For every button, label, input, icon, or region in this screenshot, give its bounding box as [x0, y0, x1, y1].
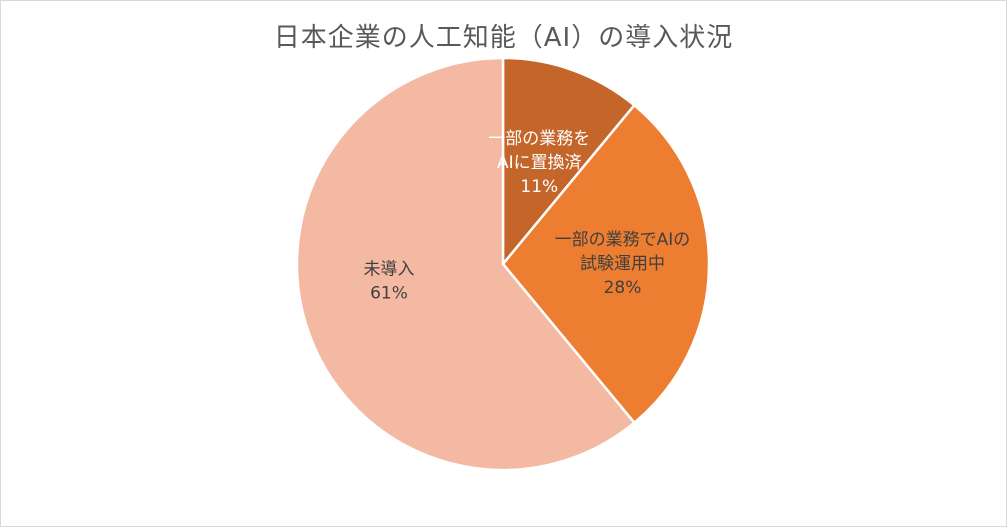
slice-value-label: 11% [520, 177, 558, 197]
slice-category-label: 一部の業務を [488, 129, 590, 149]
slice-category-label: AIに置換済 [497, 153, 582, 173]
pie-slice-1 [501, 104, 711, 424]
slice-label-2: 未導入 61% [363, 260, 414, 304]
chart-title: 日本企業の人工知能（AI）の導入状況 [273, 23, 734, 53]
pie-slice-2 [295, 56, 636, 472]
pie-slice-0 [501, 56, 636, 266]
slice-value-label: 61% [370, 284, 408, 304]
slice-value-label: 28% [604, 278, 642, 298]
slice-label-0: 一部の業務を AIに置換済 11% [488, 129, 590, 197]
slice-category-label: 試験運用中 [580, 254, 665, 274]
slice-category-label: 一部の業務でAIの [555, 230, 691, 250]
slice-category-label: 未導入 [363, 260, 414, 280]
